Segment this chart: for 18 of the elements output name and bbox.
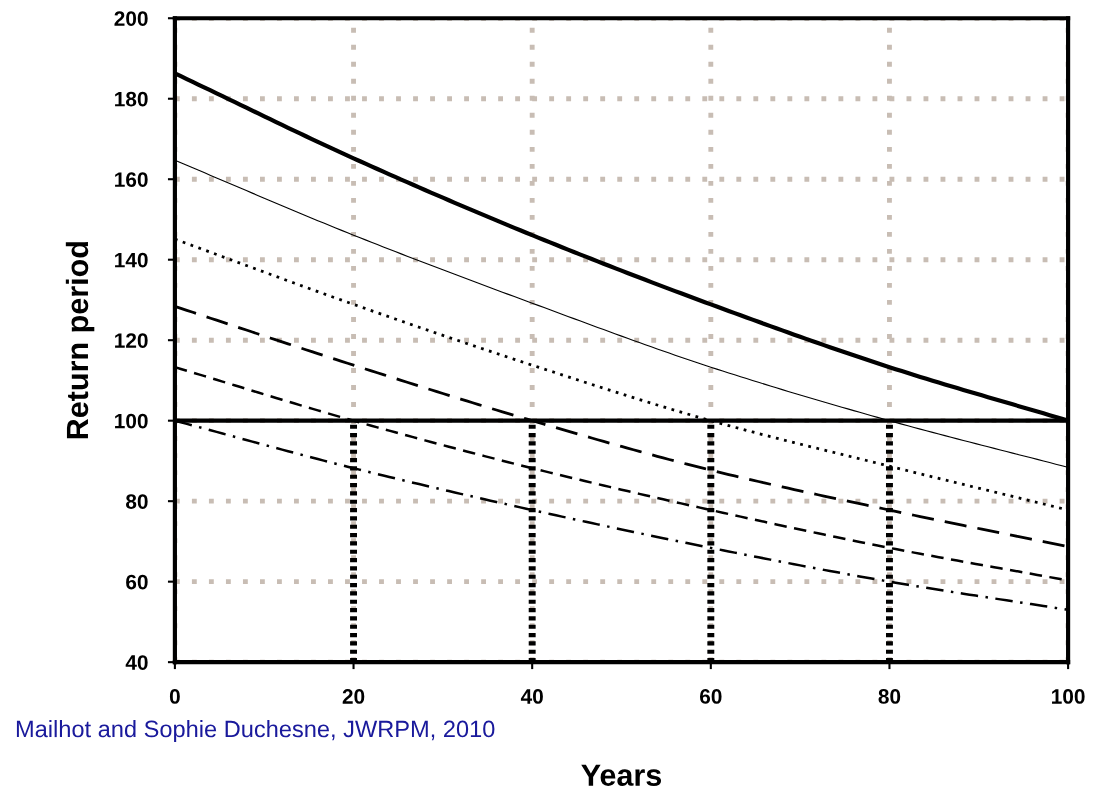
y-tick-label: 180 (115, 91, 148, 107)
y-tick-label: 140 (115, 252, 148, 268)
y-tick-label: 100 (115, 413, 148, 429)
x-axis-title: Years (581, 764, 662, 786)
x-tick-label: 40 (520, 689, 543, 704)
y-tick-label: 80 (126, 494, 148, 509)
y-tick-label: 160 (115, 172, 148, 187)
x-tick-label: 80 (878, 689, 901, 704)
y-tick-label: 200 (114, 11, 148, 26)
x-tick-label: 100 (1052, 689, 1085, 704)
x-tick-label: 0 (169, 689, 180, 704)
x-tick-label: 20 (342, 689, 365, 704)
x-tick-label: 60 (700, 689, 722, 704)
y-tick-label: 40 (125, 655, 148, 670)
y-tick-label: 120 (115, 333, 148, 348)
y-tick-label: 60 (126, 574, 148, 590)
text: Mailhot and Sophie Duchesne, JWRPM, 2010 (16, 720, 495, 743)
y-axis-title: Return period (65, 242, 95, 439)
